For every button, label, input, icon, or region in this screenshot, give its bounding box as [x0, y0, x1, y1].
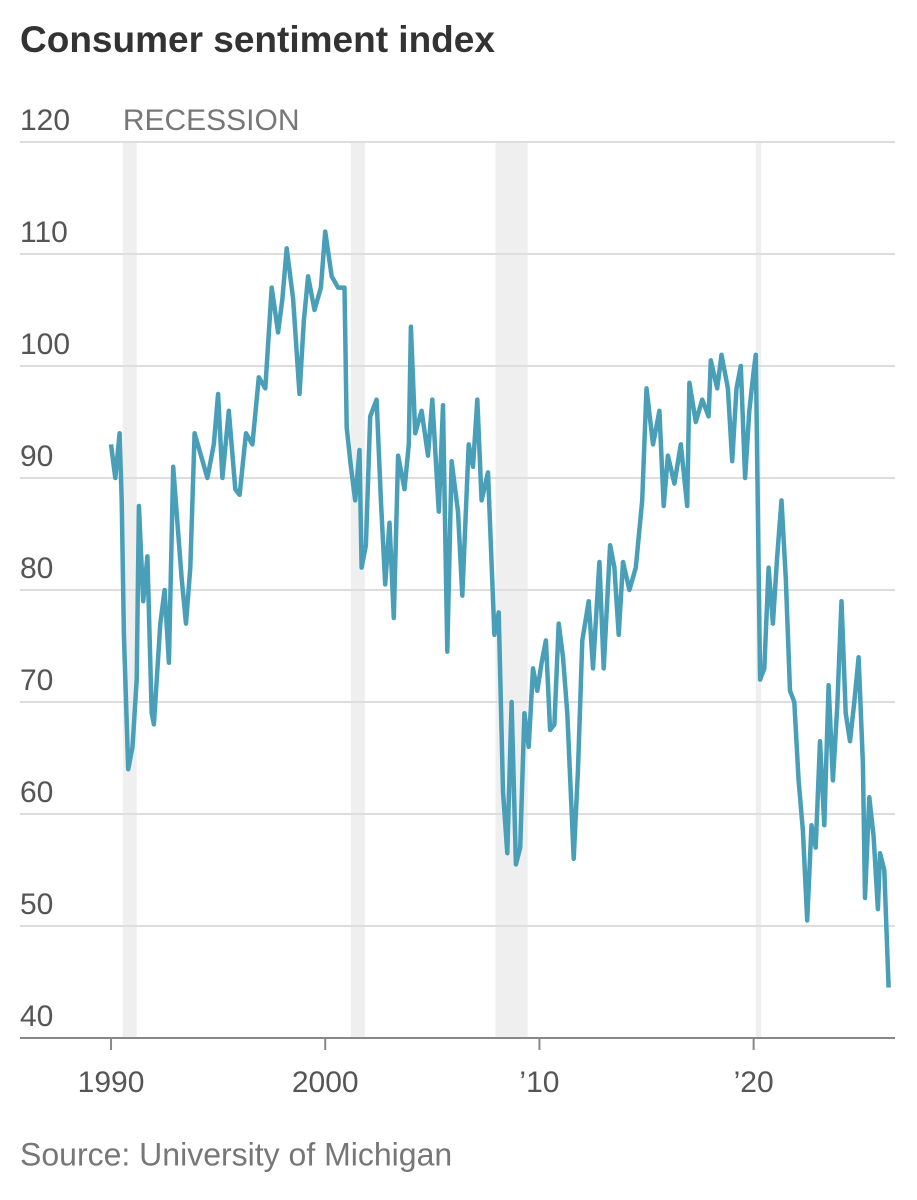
x-tick-label: ’20	[734, 1066, 774, 1099]
y-tick-label: 70	[20, 664, 53, 697]
series-line	[108, 229, 891, 988]
y-tick-label: 90	[20, 440, 53, 473]
y-tick-label: 110	[20, 216, 68, 249]
x-tick-label: 1990	[78, 1066, 145, 1099]
y-tick-label: 40	[20, 1000, 53, 1033]
y-tick-label: 50	[20, 888, 53, 921]
chart-title: Consumer sentiment index	[20, 19, 495, 60]
y-tick-label: 80	[20, 552, 53, 585]
y-tick-label: 100	[20, 328, 70, 361]
x-tick-label: ’10	[519, 1066, 559, 1099]
x-tick-label: 2000	[292, 1066, 359, 1099]
source-note: Source: University of Michigan	[20, 1136, 452, 1172]
y-tick-label: 120	[20, 104, 70, 137]
y-tick-label: 60	[20, 776, 53, 809]
recession-label: RECESSION	[123, 104, 300, 137]
